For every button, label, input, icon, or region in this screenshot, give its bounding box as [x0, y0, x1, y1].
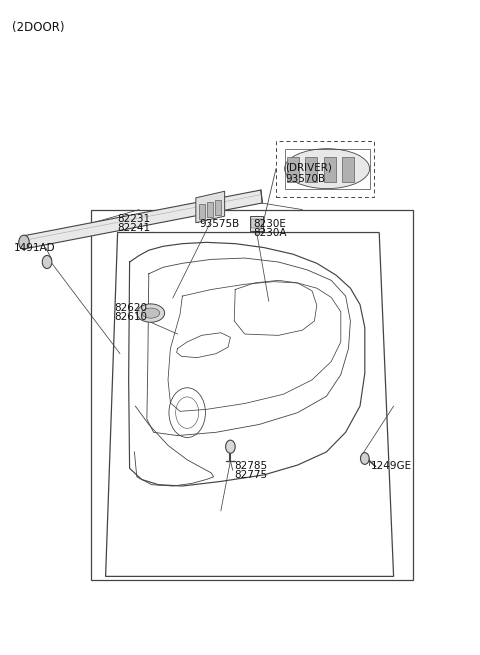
Text: 82610: 82610 — [114, 312, 147, 322]
Bar — [91, 210, 413, 580]
Text: 1491AD: 1491AD — [13, 242, 55, 253]
Circle shape — [19, 235, 29, 250]
Bar — [285, 149, 370, 189]
Bar — [215, 200, 221, 215]
Ellipse shape — [142, 308, 160, 318]
Bar — [207, 202, 213, 217]
Text: 93575B: 93575B — [199, 219, 240, 229]
Text: 82785: 82785 — [234, 460, 267, 471]
Bar — [324, 157, 336, 182]
Text: 93570B: 93570B — [286, 174, 326, 184]
Text: 1249GE: 1249GE — [371, 460, 412, 471]
Circle shape — [226, 440, 235, 453]
Bar — [342, 157, 354, 182]
Bar — [276, 141, 374, 196]
Ellipse shape — [285, 149, 370, 189]
Bar — [305, 157, 317, 182]
Text: (DRIVER): (DRIVER) — [286, 162, 333, 172]
Circle shape — [42, 255, 52, 269]
Text: 82620: 82620 — [114, 303, 147, 313]
Text: 82775: 82775 — [234, 470, 267, 480]
Text: 8230E: 8230E — [253, 219, 286, 229]
Text: 82231: 82231 — [118, 214, 151, 224]
Text: 82241: 82241 — [118, 223, 151, 233]
Bar — [250, 216, 263, 231]
Bar — [287, 157, 299, 182]
Circle shape — [360, 453, 369, 464]
Text: (2DOOR): (2DOOR) — [12, 21, 64, 34]
Ellipse shape — [137, 304, 165, 322]
Polygon shape — [196, 191, 225, 223]
Polygon shape — [24, 190, 262, 249]
Bar — [251, 219, 262, 228]
Text: 8230A: 8230A — [253, 228, 287, 238]
Bar — [199, 204, 205, 219]
